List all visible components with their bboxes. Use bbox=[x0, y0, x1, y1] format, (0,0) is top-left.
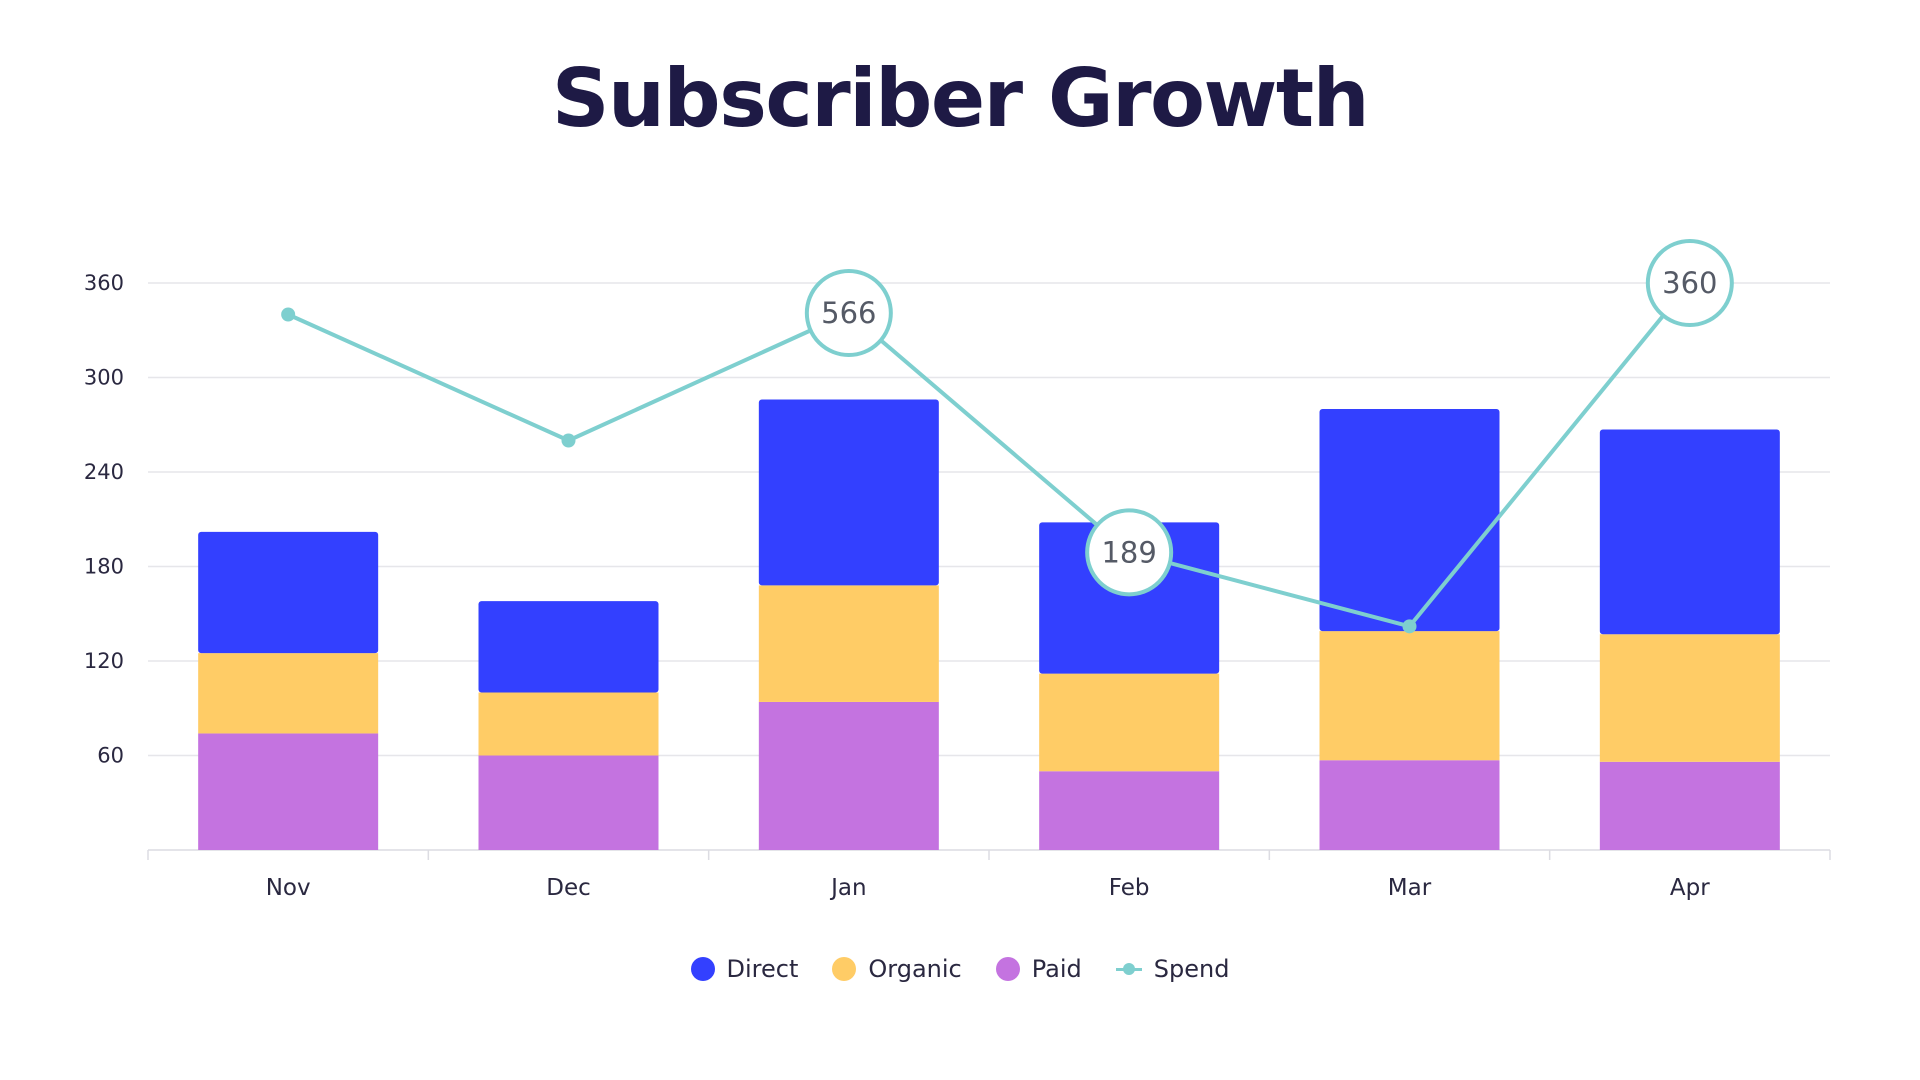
y-tick-label: 180 bbox=[84, 555, 124, 579]
spend-point bbox=[561, 433, 576, 448]
spend-callout-circle bbox=[1645, 239, 1734, 327]
legend-label-direct: Direct bbox=[726, 955, 799, 983]
bar-organic-apr bbox=[1599, 634, 1780, 762]
bar-direct-dec bbox=[478, 601, 659, 693]
spend-callout-circle bbox=[804, 269, 893, 357]
legend-swatch-paid bbox=[995, 957, 1020, 981]
spend-callout-label: 189 bbox=[1101, 535, 1156, 569]
y-tick-label: 240 bbox=[84, 460, 124, 484]
bar-paid-dec bbox=[478, 755, 659, 850]
x-tick-label: Mar bbox=[1388, 875, 1432, 901]
y-tick-label: 360 bbox=[84, 271, 124, 295]
spend-callout-label: 360 bbox=[1662, 266, 1717, 300]
x-tick-label: Jan bbox=[829, 875, 866, 901]
bar-direct-mar bbox=[1319, 409, 1500, 632]
y-tick-label: 60 bbox=[97, 744, 124, 768]
bar-organic-mar bbox=[1319, 631, 1500, 761]
bar-paid-jan bbox=[758, 701, 939, 850]
bar-organic-nov bbox=[198, 653, 379, 734]
y-tick-label: 120 bbox=[84, 649, 124, 673]
spend-point bbox=[281, 307, 296, 322]
x-tick-label: Apr bbox=[1670, 875, 1710, 901]
bar-paid-feb bbox=[1039, 771, 1220, 850]
spend-line bbox=[287, 281, 1692, 629]
bar-paid-nov bbox=[198, 733, 379, 850]
bar-direct-nov bbox=[198, 531, 379, 654]
bar-organic-dec bbox=[478, 692, 659, 756]
legend-item-direct[interactable]: Direct bbox=[690, 955, 799, 983]
legend-item-organic[interactable]: Organic bbox=[832, 955, 962, 983]
spend-callout-label: 566 bbox=[821, 296, 876, 330]
bar-organic-feb bbox=[1039, 673, 1220, 772]
x-tick-label: Feb bbox=[1109, 875, 1150, 901]
legend-label-organic: Organic bbox=[868, 955, 962, 983]
x-tick-label: Dec bbox=[546, 875, 591, 901]
legend: Direct Organic Paid Spend bbox=[0, 955, 1920, 983]
x-tick-label: Nov bbox=[266, 875, 311, 901]
spend-callout-circle bbox=[1085, 508, 1174, 597]
bar-direct-apr bbox=[1599, 429, 1780, 635]
chart-title: Subscriber Growth bbox=[551, 52, 1370, 145]
legend-swatch-direct bbox=[690, 957, 715, 981]
bar-paid-apr bbox=[1599, 761, 1780, 850]
bar-paid-mar bbox=[1319, 760, 1500, 850]
legend-swatch-organic bbox=[832, 957, 857, 981]
legend-item-spend[interactable]: Spend bbox=[1115, 955, 1230, 983]
legend-item-paid[interactable]: Paid bbox=[995, 955, 1082, 983]
y-tick-label: 300 bbox=[84, 366, 124, 390]
bar-direct-feb bbox=[1039, 522, 1220, 674]
bar-direct-jan bbox=[758, 399, 939, 586]
legend-label-spend: Spend bbox=[1153, 955, 1230, 983]
legend-label-paid: Paid bbox=[1031, 955, 1082, 983]
legend-swatch-spend bbox=[1115, 957, 1142, 981]
spend-point bbox=[1402, 619, 1417, 634]
bar-organic-jan bbox=[758, 585, 939, 702]
